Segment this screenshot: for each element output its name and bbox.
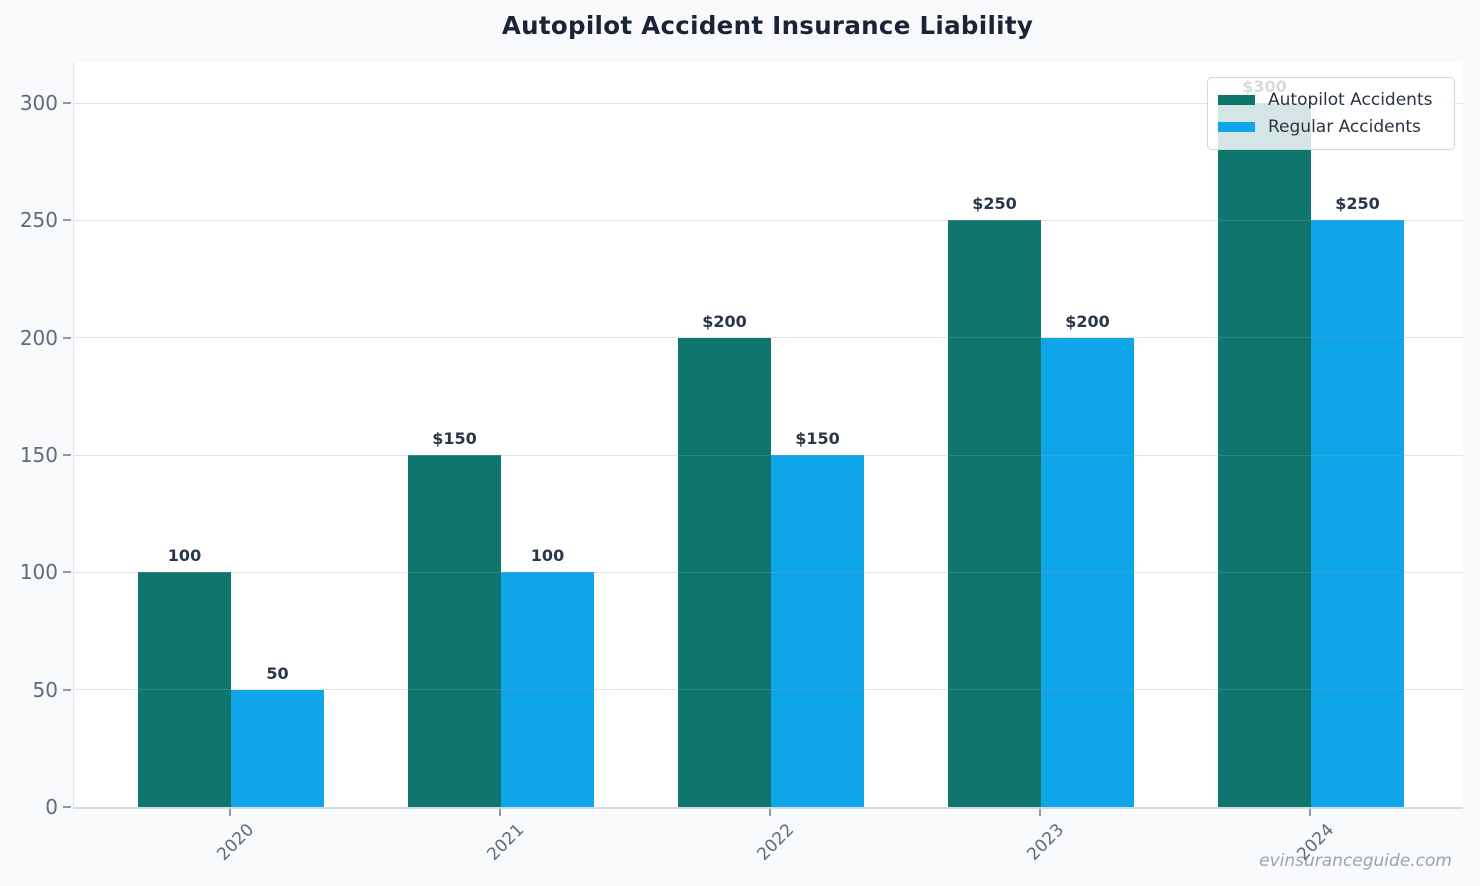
- watermark: evinsuranceguide.com: [1259, 851, 1452, 871]
- gridline-50: [74, 689, 1463, 691]
- x-axis-tick-2021: [499, 809, 501, 816]
- gridline-300: [74, 102, 1463, 104]
- bar-value-label-autopilot-2022: $200: [702, 311, 747, 331]
- bar-value-label-regular-2022: $150: [795, 429, 840, 448]
- gridline-200: [74, 337, 1463, 339]
- legend-label-autopilot-accidents: Autopilot Accidents: [1268, 90, 1433, 110]
- bar-value-label-regular-2023: $200: [1065, 311, 1110, 331]
- bar-value-label-autopilot-2020: 100: [167, 546, 202, 566]
- plot-area: 100$150$200$250$30050100$150$200$250: [73, 62, 1463, 809]
- y-axis-tick-100: [63, 571, 71, 574]
- bar-autopilot-2022: [678, 337, 771, 807]
- y-axis-tick-label-250: 250: [19, 208, 58, 233]
- bar-value-label-regular-2020: 50: [266, 663, 289, 683]
- chart-title: Autopilot Accident Insurance Liability: [501, 11, 1034, 40]
- x-axis-tick-label-2021: 2021: [483, 820, 529, 865]
- x-axis-tick-label-2023: 2023: [1023, 820, 1069, 865]
- bar-autopilot-2021: [408, 455, 501, 807]
- legend: Autopilot Accidents Regular Accidents: [1207, 77, 1455, 150]
- bar-value-label-autopilot-2023: $250: [972, 194, 1017, 214]
- bar-regular-2022: [771, 455, 864, 807]
- bar-regular-2020: [231, 689, 324, 807]
- legend-label-regular-accidents: Regular Accidents: [1268, 117, 1421, 137]
- x-axis-tick-2022: [769, 809, 771, 816]
- gridline-100: [74, 571, 1463, 573]
- bar-autopilot-2023: [948, 220, 1041, 807]
- y-axis-tick-0: [63, 806, 71, 808]
- y-axis-tick-label-200: 200: [19, 325, 58, 350]
- y-axis-tick-label-150: 150: [19, 443, 58, 467]
- legend-swatch-autopilot-accidents-icon: [1218, 95, 1255, 105]
- y-axis-tick-200: [63, 336, 71, 339]
- legend-swatch-regular-accidents-icon: [1218, 122, 1255, 132]
- bar-value-label-autopilot-2021: $150: [432, 429, 477, 448]
- y-axis-tick-250: [63, 219, 71, 222]
- y-axis-tick-label-300: 300: [19, 91, 58, 115]
- bar-regular-2023: [1041, 337, 1134, 807]
- gridline-150: [74, 454, 1463, 456]
- gridline-250: [74, 219, 1463, 221]
- bar-autopilot-2024: [1218, 103, 1311, 807]
- bar-regular-2021: [501, 572, 594, 807]
- legend-item-autopilot-accidents: Autopilot Accidents: [1218, 88, 1444, 112]
- x-axis-tick-label-2020: 2020: [213, 820, 259, 865]
- x-axis-tick-label-2022: 2022: [753, 820, 799, 865]
- y-axis-tick-label-50: 50: [32, 677, 58, 702]
- bar-value-label-regular-2021: 100: [530, 546, 565, 566]
- y-axis-tick-label-0: 0: [45, 795, 58, 819]
- x-axis-tick-2023: [1039, 809, 1041, 816]
- x-axis-tick-2020: [229, 809, 231, 816]
- y-axis-tick-300: [63, 102, 71, 104]
- y-axis-tick-label-100: 100: [19, 560, 58, 585]
- y-axis-tick-50: [63, 688, 71, 691]
- legend-item-regular-accidents: Regular Accidents: [1218, 115, 1444, 139]
- x-axis-tick-2024: [1309, 809, 1311, 816]
- bar-regular-2024: [1311, 220, 1404, 807]
- bar-autopilot-2020: [138, 572, 231, 807]
- bar-value-label-regular-2024: $250: [1335, 194, 1380, 214]
- y-axis-tick-150: [63, 454, 71, 456]
